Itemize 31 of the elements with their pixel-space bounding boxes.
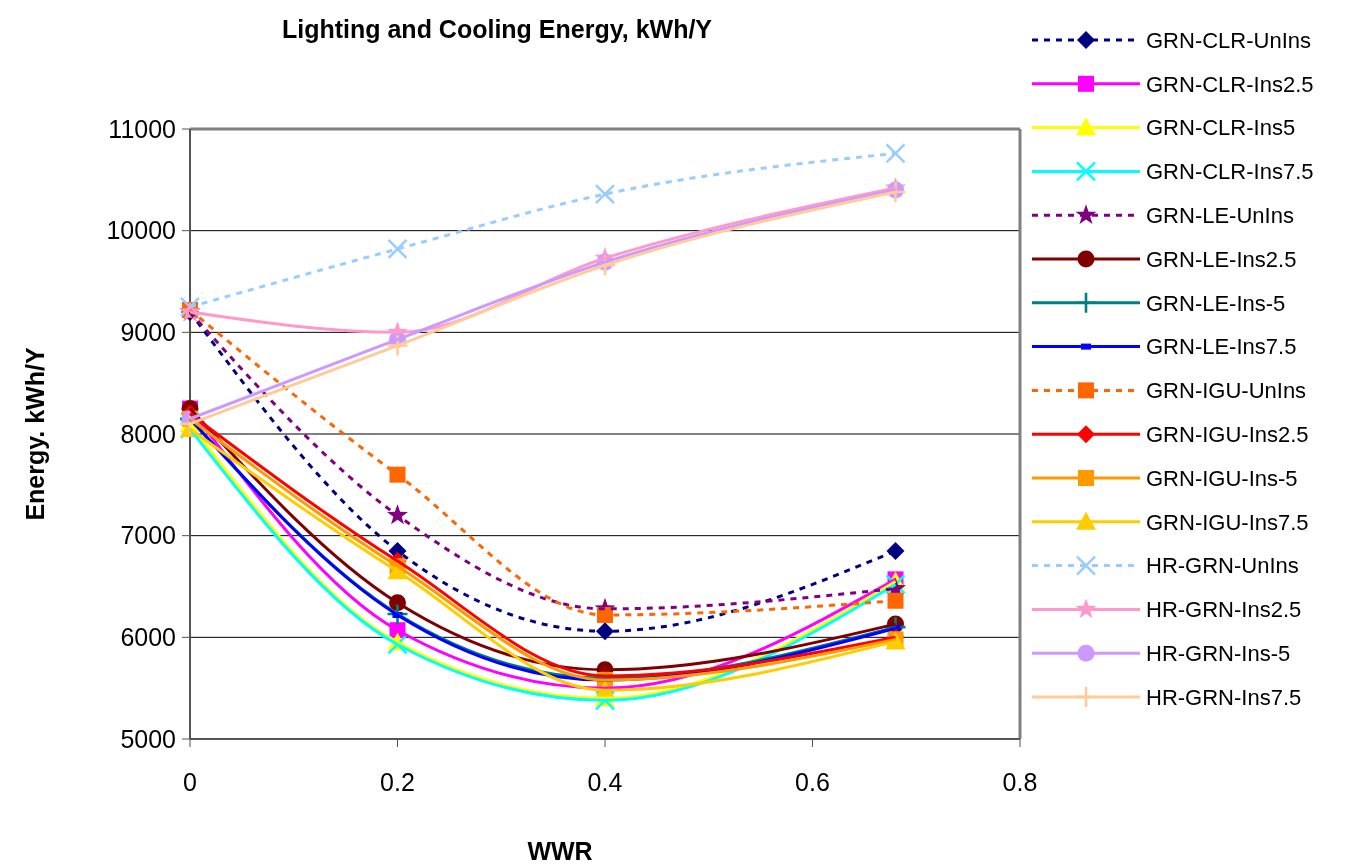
- x-tick-label: 0.4: [587, 768, 623, 796]
- legend-label: HR-GRN-Ins2.5: [1146, 597, 1302, 623]
- legend-label: GRN-IGU-Ins7.5: [1146, 509, 1309, 535]
- y-tick-label: 10000: [106, 216, 176, 245]
- x-tick-label: 0.2: [380, 768, 415, 796]
- x-tick-label: 0: [183, 768, 197, 796]
- y-axis-title: Energy. kWh/Y: [21, 347, 49, 521]
- x-tick-label: 0.6: [795, 768, 830, 796]
- y-tick-label: 11000: [108, 114, 176, 143]
- x-tick-label: 0.8: [1002, 768, 1038, 796]
- y-tick-label: 7000: [120, 521, 176, 550]
- legend-label: GRN-CLR-Ins5: [1146, 115, 1296, 141]
- legend-label: GRN-CLR-UnIns: [1146, 27, 1312, 53]
- y-tick-label: 5000: [120, 724, 176, 753]
- legend-label: GRN-LE-UnIns: [1146, 202, 1294, 228]
- legend-label: GRN-IGU-UnIns: [1146, 378, 1307, 404]
- chart-title: Lighting and Cooling Energy, kWh/Y: [281, 15, 713, 43]
- legend-label: GRN-LE-Ins2.5: [1146, 246, 1297, 272]
- legend-label: HR-GRN-Ins7.5: [1146, 684, 1302, 710]
- legend-label: HR-GRN-Ins-5: [1146, 640, 1291, 666]
- y-tick-label: 9000: [120, 318, 176, 347]
- y-tick-label: 8000: [120, 419, 176, 448]
- legend-label: GRN-CLR-Ins2.5: [1146, 71, 1314, 97]
- legend-label: GRN-LE-Ins7.5: [1146, 334, 1297, 360]
- legend-label: GRN-IGU-Ins-5: [1146, 465, 1298, 491]
- x-axis-title: WWR: [527, 837, 593, 865]
- legend-label: GRN-LE-Ins-5: [1146, 290, 1286, 316]
- legend-label: GRN-CLR-Ins7.5: [1146, 159, 1314, 185]
- legend-label: HR-GRN-UnIns: [1146, 553, 1299, 579]
- legend-label: GRN-IGU-Ins2.5: [1146, 421, 1309, 447]
- y-tick-label: 6000: [120, 623, 176, 652]
